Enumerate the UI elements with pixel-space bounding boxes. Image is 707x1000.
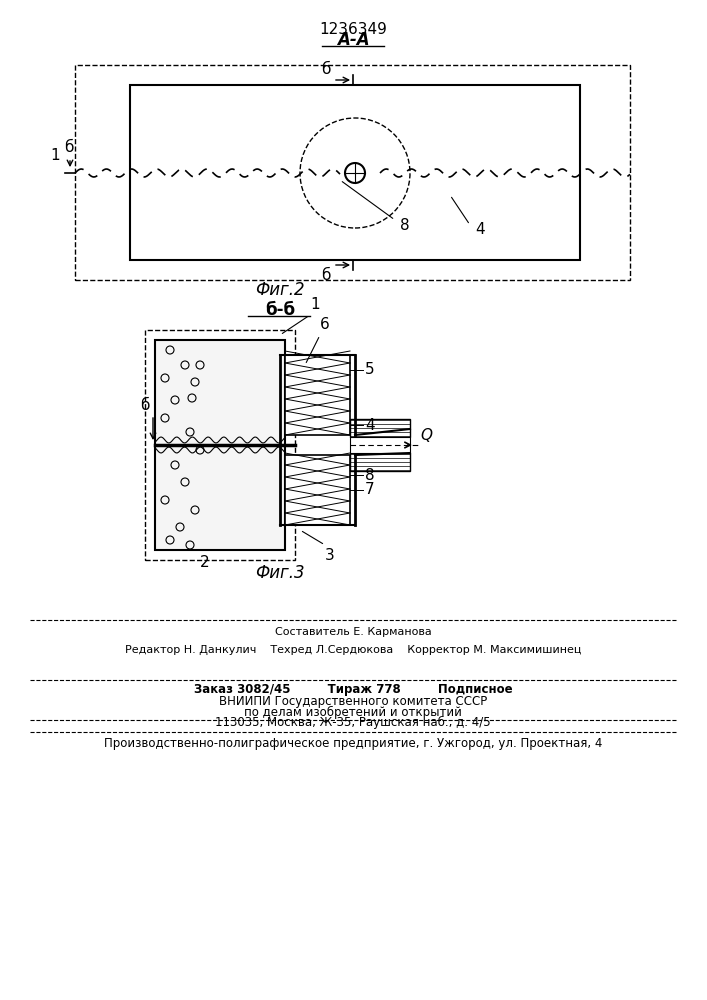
- Text: 4: 4: [365, 418, 375, 432]
- Text: Производственно-полиграфическое предприятие, г. Ужгород, ул. Проектная, 4: Производственно-полиграфическое предприя…: [104, 738, 602, 750]
- Bar: [350, 437, 410, 453]
- Text: б: б: [64, 140, 74, 155]
- Bar: [285, 455, 350, 525]
- Text: 5: 5: [365, 362, 375, 377]
- Text: 113035, Москва, Ж-35, Раушская наб., д. 4/5: 113035, Москва, Ж-35, Раушская наб., д. …: [215, 715, 491, 729]
- Polygon shape: [155, 340, 285, 550]
- Text: 1: 1: [310, 297, 320, 312]
- Text: 2: 2: [200, 555, 210, 570]
- Bar: [350, 419, 410, 437]
- Text: 7: 7: [365, 483, 375, 497]
- Text: ВНИИПИ Государственного комитета СССР: ВНИИПИ Государственного комитета СССР: [219, 696, 487, 708]
- Text: Q: Q: [420, 428, 432, 443]
- Text: Редактор Н. Данкулич    Техред Л.Сердюкова    Корректор М. Максимишинец: Редактор Н. Данкулич Техред Л.Сердюкова …: [125, 645, 581, 655]
- Text: по делам изобретений и открытий: по делам изобретений и открытий: [244, 705, 462, 719]
- Text: А-А: А-А: [337, 31, 369, 49]
- Text: б: б: [322, 62, 331, 77]
- Bar: [285, 355, 350, 435]
- Text: б: б: [141, 398, 150, 413]
- Text: 8: 8: [365, 468, 375, 483]
- Text: 1: 1: [50, 147, 60, 162]
- Text: б: б: [322, 268, 331, 283]
- Text: Составитель Е. Карманова: Составитель Е. Карманова: [274, 627, 431, 637]
- Text: б-б: б-б: [265, 301, 295, 319]
- Text: 4: 4: [475, 223, 484, 237]
- Text: Заказ 3082/45         Тираж 778         Подписное: Заказ 3082/45 Тираж 778 Подписное: [194, 684, 513, 696]
- Text: 3: 3: [325, 548, 334, 563]
- Text: 6: 6: [320, 317, 329, 332]
- Text: Фиг.2: Фиг.2: [255, 281, 305, 299]
- Text: 1236349: 1236349: [319, 22, 387, 37]
- Text: 8: 8: [400, 218, 409, 232]
- Bar: [350, 453, 410, 471]
- Text: Фиг.3: Фиг.3: [255, 564, 305, 582]
